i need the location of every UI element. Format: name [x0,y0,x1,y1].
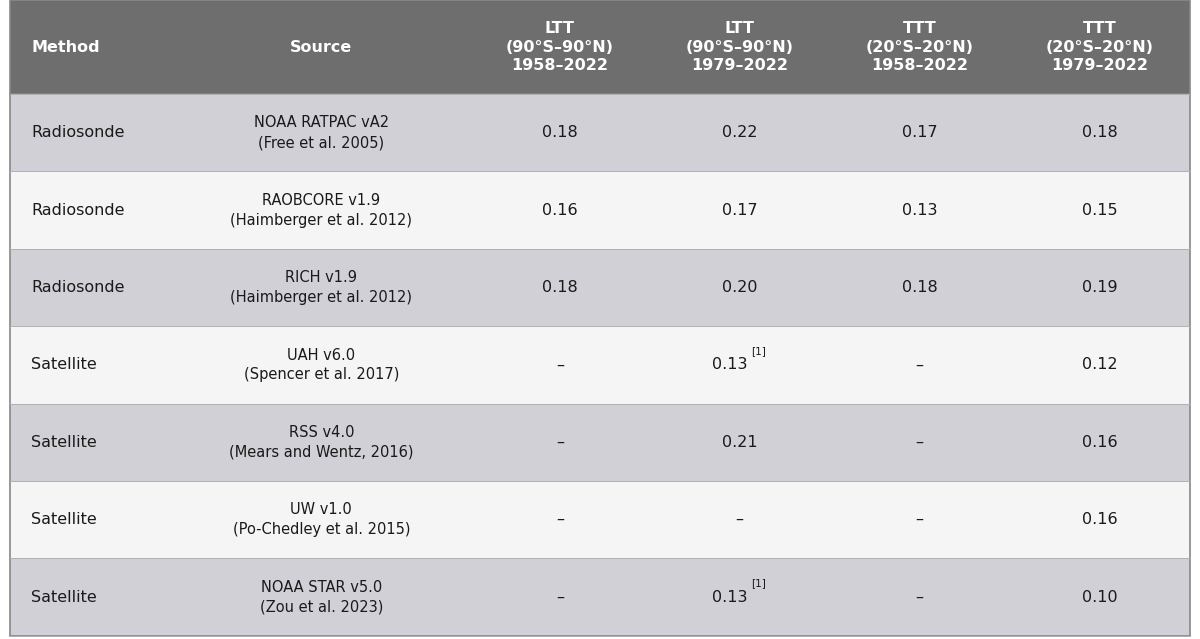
Bar [829,0,1009,94]
Bar [829,558,1009,636]
Bar [470,327,649,404]
Bar [649,327,829,404]
Text: TTT
(20°S–20°N)
1979–2022: TTT (20°S–20°N) 1979–2022 [1046,21,1154,73]
Bar [1009,404,1190,481]
Text: [1]: [1] [751,346,766,356]
Text: 0.18: 0.18 [901,280,937,295]
Text: 0.10: 0.10 [1082,590,1118,604]
Bar [10,94,173,171]
Text: 0.17: 0.17 [901,125,937,141]
Bar [1009,94,1190,171]
Bar [10,404,173,481]
Bar [1009,171,1190,249]
Text: 0.16: 0.16 [1082,435,1118,450]
Text: 0.19: 0.19 [1082,280,1118,295]
Bar [829,404,1009,481]
Text: UW v1.0
(Po-Chedley et al. 2015): UW v1.0 (Po-Chedley et al. 2015) [233,502,410,537]
Text: –: – [556,512,564,527]
Bar [173,249,470,327]
Text: 0.18: 0.18 [1082,125,1118,141]
Text: RICH v1.9
(Haimberger et al. 2012): RICH v1.9 (Haimberger et al. 2012) [230,270,413,305]
Bar [10,171,173,249]
Bar [470,558,649,636]
Bar [470,481,649,558]
Text: Source: Source [290,40,353,54]
Bar [649,404,829,481]
Bar [649,94,829,171]
Text: RSS v4.0
(Mears and Wentz, 2016): RSS v4.0 (Mears and Wentz, 2016) [229,425,414,459]
Bar [829,481,1009,558]
Bar [829,327,1009,404]
Bar [649,558,829,636]
Bar [10,558,173,636]
Bar [173,171,470,249]
Text: 0.12: 0.12 [1082,357,1118,373]
Text: TTT
(20°S–20°N)
1958–2022: TTT (20°S–20°N) 1958–2022 [865,21,973,73]
Bar [470,249,649,327]
Bar [1009,327,1190,404]
Text: LTT
(90°S–90°N)
1979–2022: LTT (90°S–90°N) 1979–2022 [685,21,793,73]
Text: 0.13: 0.13 [712,357,748,373]
Text: 0.17: 0.17 [721,203,757,218]
Text: –: – [916,435,924,450]
Bar [173,404,470,481]
Bar [649,0,829,94]
Bar [10,481,173,558]
Text: –: – [556,435,564,450]
Text: 0.20: 0.20 [721,280,757,295]
Text: [1]: [1] [751,578,766,588]
Text: Satellite: Satellite [31,512,97,527]
Text: –: – [556,357,564,373]
Text: –: – [916,590,924,604]
Text: 0.22: 0.22 [721,125,757,141]
Text: Satellite: Satellite [31,590,97,604]
Text: Radiosonde: Radiosonde [31,280,125,295]
Bar [829,249,1009,327]
Bar [470,404,649,481]
Text: –: – [556,590,564,604]
Bar [173,94,470,171]
Text: 0.18: 0.18 [542,125,577,141]
Text: –: – [736,512,743,527]
Text: –: – [916,357,924,373]
Text: UAH v6.0
(Spencer et al. 2017): UAH v6.0 (Spencer et al. 2017) [244,348,400,382]
Text: 0.15: 0.15 [1082,203,1118,218]
Text: 0.18: 0.18 [542,280,577,295]
Text: 0.16: 0.16 [1082,512,1118,527]
Bar [649,171,829,249]
Bar [829,94,1009,171]
Bar [649,249,829,327]
Text: 0.21: 0.21 [721,435,757,450]
Text: –: – [916,512,924,527]
Bar [829,171,1009,249]
Text: 0.13: 0.13 [712,590,748,604]
Text: NOAA RATPAC vA2
(Free et al. 2005): NOAA RATPAC vA2 (Free et al. 2005) [253,116,389,150]
Bar [10,249,173,327]
Bar [10,327,173,404]
Text: Radiosonde: Radiosonde [31,125,125,141]
Bar [173,327,470,404]
Text: LTT
(90°S–90°N)
1958–2022: LTT (90°S–90°N) 1958–2022 [506,21,614,73]
Text: NOAA STAR v5.0
(Zou et al. 2023): NOAA STAR v5.0 (Zou et al. 2023) [259,580,383,615]
Bar [470,0,649,94]
Bar [1009,0,1190,94]
Bar [10,0,173,94]
Text: Radiosonde: Radiosonde [31,203,125,218]
Bar [173,558,470,636]
Text: Satellite: Satellite [31,435,97,450]
Bar [470,94,649,171]
Text: 0.16: 0.16 [542,203,577,218]
Text: Method: Method [31,40,100,54]
Bar [470,171,649,249]
Bar [1009,249,1190,327]
Text: Satellite: Satellite [31,357,97,373]
Bar [1009,481,1190,558]
Bar [1009,558,1190,636]
Text: 0.13: 0.13 [901,203,937,218]
Text: RAOBCORE v1.9
(Haimberger et al. 2012): RAOBCORE v1.9 (Haimberger et al. 2012) [230,193,413,227]
Bar [173,0,470,94]
Bar [173,481,470,558]
Bar [649,481,829,558]
